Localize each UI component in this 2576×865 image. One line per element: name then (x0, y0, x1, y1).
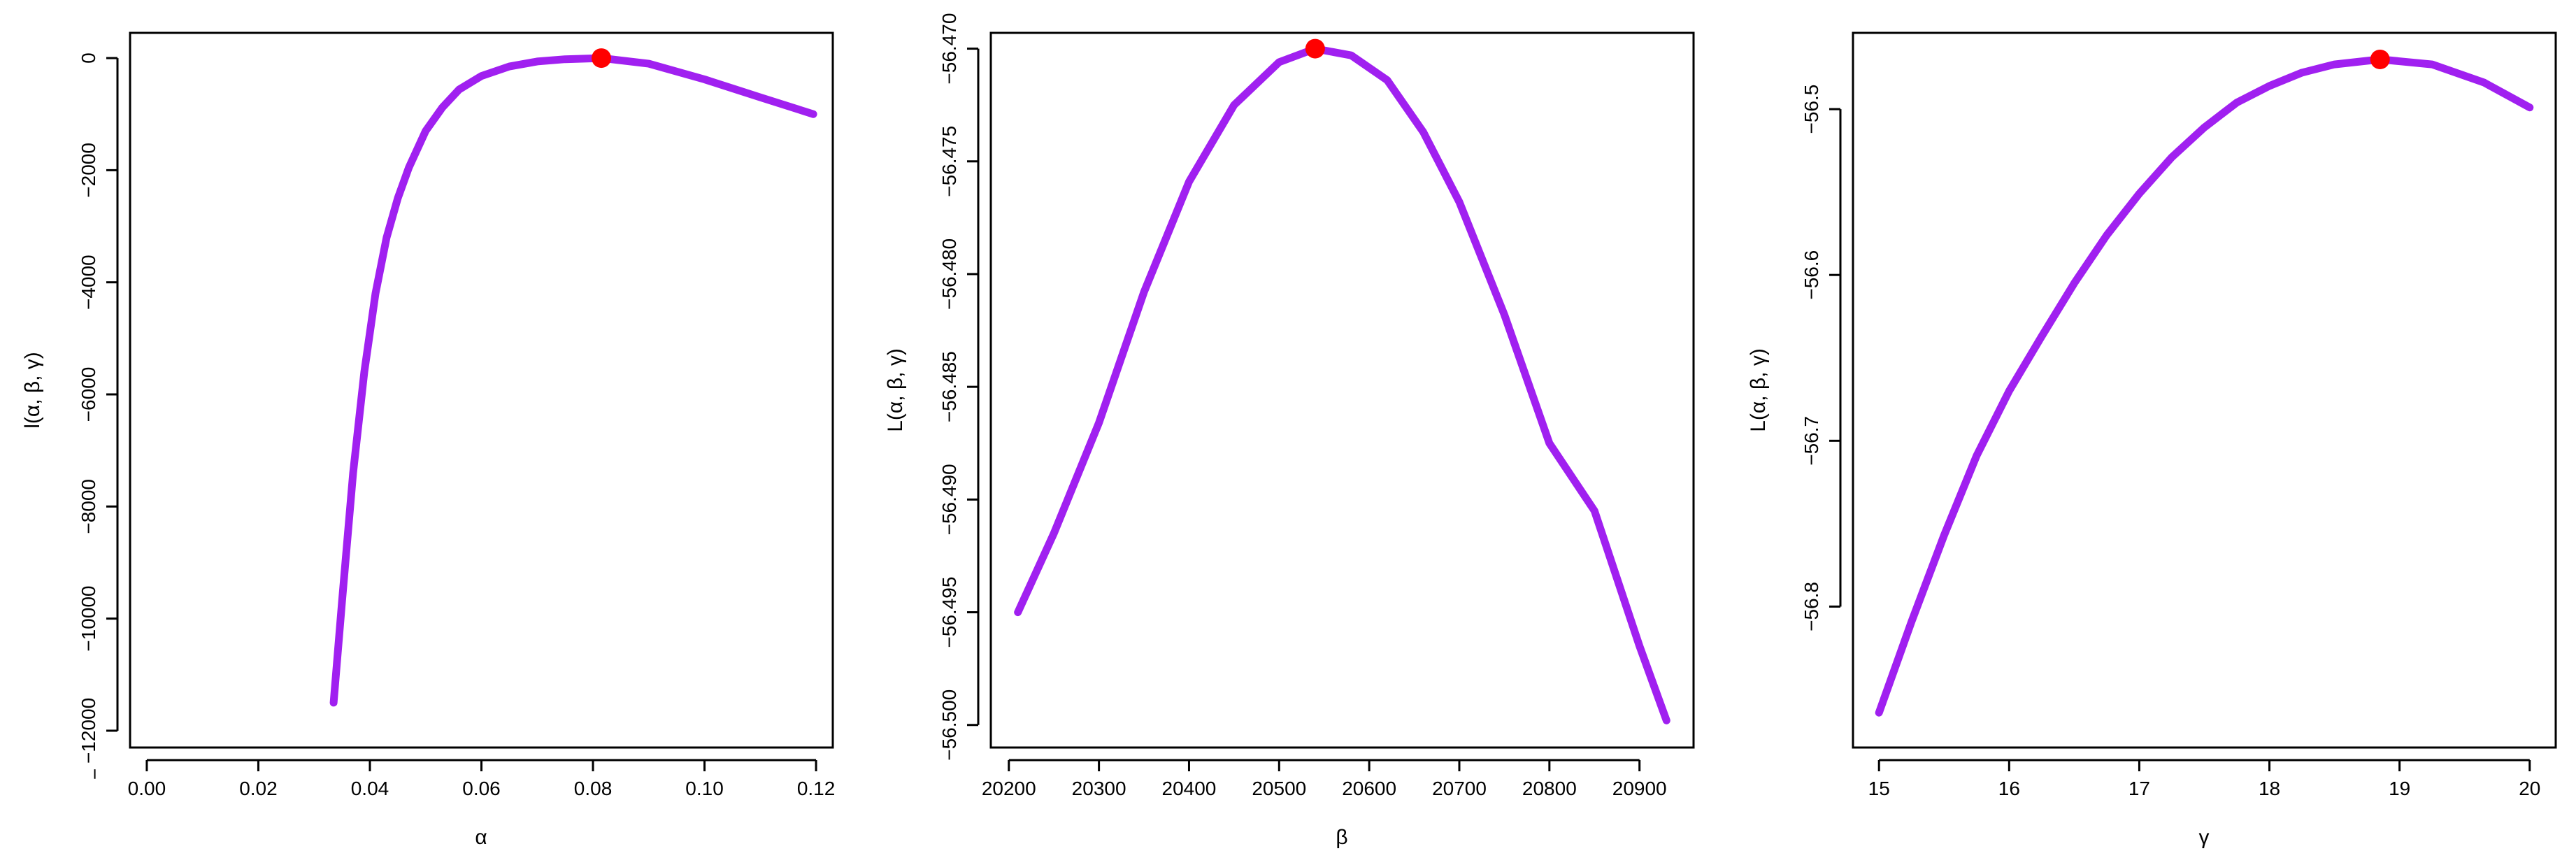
panel-alpha: 0.00 0.02 0.04 0.06 0.08 0.10 0.12 0 −2000 −4000… (21, 31, 836, 849)
max-point-marker (1305, 38, 1325, 59)
x-tick-label: 20400 (1162, 778, 1217, 799)
x-tick-label: 20800 (1522, 778, 1577, 799)
plot-frame (1852, 31, 2557, 749)
y-tick-label: −56.6 (1801, 250, 1822, 300)
y-axis-extra-label: − (84, 769, 106, 780)
y-tick-label: −10000 (78, 586, 99, 652)
x-tick-label: 0.06 (462, 778, 501, 799)
x-tick-label: 20600 (1342, 778, 1396, 799)
series-lines (329, 54, 817, 707)
y-axis-label: L(α, β, γ) (884, 348, 907, 432)
y-tick-label: −56.480 (938, 238, 960, 310)
x-tick-label: 18 (2259, 778, 2280, 799)
y-tick-label: 0 (78, 52, 99, 64)
y-axis-label: L(α, β, γ) (1747, 348, 1770, 432)
y-axis: −56.5 −56.6 −56.7 −56.8 (1801, 85, 1842, 631)
y-tick-label: −56.485 (938, 351, 960, 422)
y-tick-label: −2000 (78, 143, 99, 198)
max-markers (591, 48, 611, 69)
series-lines (1875, 55, 2534, 717)
x-axis-label: α (475, 826, 487, 849)
y-tick-label: −6000 (78, 367, 99, 422)
y-tick-label: −12000 (78, 698, 99, 764)
x-axis-label: γ (2199, 826, 2210, 849)
x-axis: 20200 20300 20400 20500 20600 20700 20800 20900 (982, 759, 1667, 799)
y-axis: −56.470 −56.475 −56.480 −56.485 −56.490 −56.4… (938, 13, 980, 761)
y-axis: 0 −2000 −4000 −6000 −8000 −10000 −12000 (78, 52, 119, 764)
x-tick-label: 16 (1998, 778, 2020, 799)
max-markers (1305, 38, 1325, 59)
max-markers (2370, 49, 2390, 69)
x-tick-label: 20900 (1612, 778, 1667, 799)
x-tick-label: 20300 (1072, 778, 1126, 799)
y-tick-label: −56.7 (1801, 416, 1822, 466)
max-point-marker (2370, 49, 2390, 69)
x-axis: 0.00 0.02 0.04 0.06 0.08 0.10 0.12 (128, 759, 836, 799)
x-tick-label: 15 (1868, 778, 1890, 799)
x-tick-label: 0.02 (239, 778, 278, 799)
x-axis-label: β (1336, 826, 1347, 849)
x-tick-label: 20 (2519, 778, 2540, 799)
y-tick-label: −4000 (78, 255, 99, 310)
panel-beta: 20200 20300 20400 20500 20600 20700 20800 20900… (884, 13, 1695, 849)
y-tick-label: −56.490 (938, 464, 960, 535)
series-lines (1014, 45, 1670, 724)
y-axis-label: l(α, β, γ) (21, 352, 44, 429)
y-tick-label: −56.475 (938, 126, 960, 197)
x-tick-label: 0.12 (797, 778, 836, 799)
x-tick-label: 0.00 (128, 778, 166, 799)
x-tick-label: 19 (2389, 778, 2410, 799)
series-line (1875, 55, 2534, 717)
max-point-marker (591, 48, 611, 69)
x-axis: 15 16 17 18 19 20 (1868, 759, 2540, 799)
y-tick-label: −56.500 (938, 689, 960, 761)
y-tick-label: −56.495 (938, 577, 960, 648)
x-tick-label: 0.08 (574, 778, 613, 799)
x-tick-label: 20200 (982, 778, 1036, 799)
x-tick-label: 0.04 (351, 778, 389, 799)
x-tick-label: 17 (2128, 778, 2150, 799)
series-line (329, 54, 817, 707)
y-tick-label: −8000 (78, 479, 99, 534)
y-tick-label: −56.470 (938, 13, 960, 85)
x-tick-label: 20700 (1432, 778, 1487, 799)
y-tick-label: −56.5 (1801, 85, 1822, 134)
plot-frame (129, 31, 834, 749)
y-tick-label: −56.8 (1801, 582, 1822, 631)
x-tick-label: 20500 (1252, 778, 1306, 799)
panel-gamma: 15 16 17 18 19 20 −56.5 −56.6 −56.7 −56.8 γ L(α,… (1747, 31, 2557, 849)
plot-frame (989, 31, 1695, 749)
x-tick-label: 0.10 (685, 778, 724, 799)
series-line (1014, 45, 1670, 724)
